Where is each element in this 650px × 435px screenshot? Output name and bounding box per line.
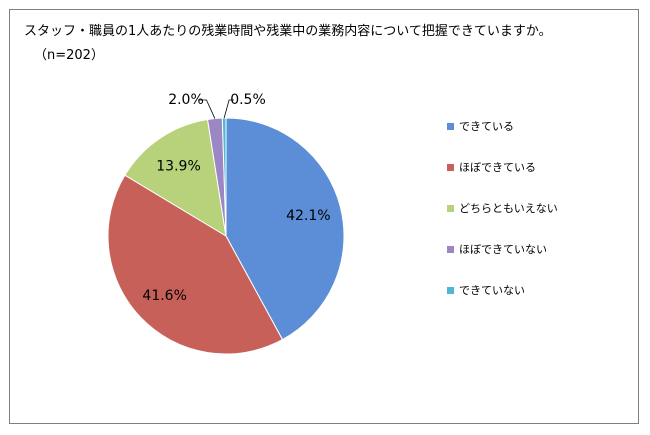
legend-item: できていない	[447, 282, 558, 298]
slice-label: 41.6%	[142, 288, 186, 304]
pie-slice	[107, 174, 284, 355]
legend: できている ほぼできている どちらともいえない ほぼできていない できていない	[447, 118, 558, 323]
pie-slice	[225, 117, 345, 341]
leader-line	[198, 99, 216, 119]
legend-label: どちらともいえない	[459, 202, 558, 215]
legend-item: どちらともいえない	[447, 200, 558, 216]
legend-label: できていない	[459, 284, 525, 297]
legend-swatch	[447, 163, 454, 171]
slice-label: 13.9%	[156, 159, 200, 175]
chart-title: スタッフ・職員の1人あたりの残業時間や残業中の業務内容について把握できていますか…	[24, 24, 552, 39]
pie-slice	[124, 118, 227, 237]
legend-swatch	[447, 122, 454, 130]
legend-item: できている	[447, 118, 558, 134]
slice-label: 0.5%	[230, 92, 266, 108]
legend-swatch	[447, 245, 454, 253]
leader-line	[223, 99, 234, 119]
legend-label: ほぼできていない	[459, 243, 547, 256]
legend-label: できている	[459, 120, 514, 133]
legend-label: ほぼできている	[459, 161, 536, 174]
chart-subtitle: （n=202）	[34, 48, 104, 63]
slice-label: 2.0%	[168, 92, 204, 108]
legend-swatch	[447, 204, 454, 212]
legend-item: ほぼできていない	[447, 241, 558, 257]
legend-swatch	[447, 286, 454, 294]
legend-item: ほぼできている	[447, 159, 558, 175]
slice-label: 42.1%	[286, 208, 330, 224]
